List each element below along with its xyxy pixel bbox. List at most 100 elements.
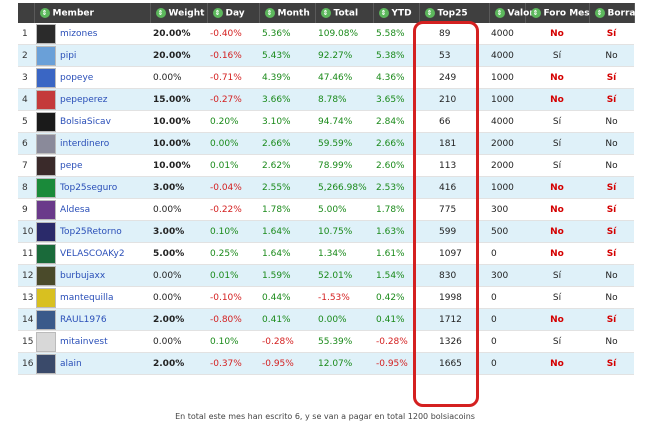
member-cell: Top25Retorno xyxy=(34,220,150,243)
month-cell: 0.44% xyxy=(259,286,315,309)
borrar-cell[interactable]: No xyxy=(589,132,634,155)
ytd-header[interactable]: ⇕ YTD xyxy=(373,3,420,23)
sort-icon: ⇕ xyxy=(530,7,541,18)
table-row: 14 RAUL1976 2.00% -0.80% 0.41% 0.00% 0.41% 1712… xyxy=(18,308,634,331)
sort-icon: ⇕ xyxy=(264,7,275,18)
total-cell: 59.59% xyxy=(315,132,373,155)
valor-cell: 4000 xyxy=(489,23,525,45)
day-cell: 0.01% xyxy=(207,154,259,177)
borrar-header[interactable]: ⇕ Borrar xyxy=(589,3,640,23)
borrar-cell[interactable]: No xyxy=(589,286,634,309)
borrar-cell[interactable]: Sí xyxy=(589,66,634,89)
member-cell: Top25seguro xyxy=(34,176,150,199)
top25-header[interactable]: ⇕ Top25 xyxy=(419,3,490,23)
month-cell: 0.41% xyxy=(259,308,315,331)
total-header[interactable]: ⇕ Total xyxy=(315,3,374,23)
sort-icon: ⇕ xyxy=(320,7,331,18)
foro-cell: Sí xyxy=(525,286,589,309)
member-link[interactable]: mizones xyxy=(60,28,98,39)
member-link[interactable]: pipi xyxy=(60,50,77,61)
member-link[interactable]: pepeperez xyxy=(60,94,108,105)
borrar-cell[interactable]: Sí xyxy=(589,220,634,243)
month-header[interactable]: ⇕ Month xyxy=(259,3,316,23)
ytd-cell: 4.36% xyxy=(373,66,419,89)
weight-cell: 2.00% xyxy=(150,308,207,331)
valor-header[interactable]: ⇕ Valor xyxy=(489,3,534,23)
member-link[interactable]: burbujaxx xyxy=(60,270,106,281)
month-cell: 1.64% xyxy=(259,242,315,265)
foro-cell: Sí xyxy=(525,44,589,67)
rank-cell: 4 xyxy=(18,88,34,111)
borrar-cell[interactable]: Sí xyxy=(589,352,634,375)
top25-cell: 89 xyxy=(419,23,489,45)
total-cell: 10.75% xyxy=(315,220,373,243)
borrar-cell[interactable]: No xyxy=(589,330,634,353)
valor-cell: 1000 xyxy=(489,66,525,89)
avatar-icon xyxy=(36,221,56,242)
foro-cell: No xyxy=(525,88,589,111)
borrar-cell[interactable]: Sí xyxy=(589,88,634,111)
day-cell: 0.00% xyxy=(207,132,259,155)
member-cell: RAUL1976 xyxy=(34,308,150,331)
top25-cell: 599 xyxy=(419,220,489,243)
member-link[interactable]: mitainvest xyxy=(60,336,108,347)
member-link[interactable]: Top25Retorno xyxy=(60,226,122,237)
member-link[interactable]: VELASCOAKy2 xyxy=(60,248,125,259)
avatar-icon xyxy=(36,67,56,88)
avatar-icon xyxy=(36,45,56,66)
borrar-cell[interactable]: Sí xyxy=(589,198,634,221)
borrar-cell[interactable]: No xyxy=(589,110,634,133)
member-link[interactable]: RAUL1976 xyxy=(60,314,107,325)
foro-cell: Sí xyxy=(525,110,589,133)
day-cell: -0.37% xyxy=(207,352,259,375)
member-link[interactable]: mantequilla xyxy=(60,292,114,303)
borrar-cell[interactable]: Sí xyxy=(589,308,634,331)
month-cell: 1.64% xyxy=(259,220,315,243)
table-row: 6 interdinero 10.00% 0.00% 2.66% 59.59% 2.66% 1… xyxy=(18,132,634,155)
top25-cell: 416 xyxy=(419,176,489,199)
valor-cell: 300 xyxy=(489,264,525,287)
weight-cell: 20.00% xyxy=(150,23,207,45)
rank-cell: 16 xyxy=(18,352,34,375)
top25-cell: 1097 xyxy=(419,242,489,265)
member-cell: popeye xyxy=(34,66,150,89)
member-link[interactable]: BolsiaSicav xyxy=(60,116,111,127)
foro-cell: No xyxy=(525,308,589,331)
table-row: 4 pepeperez 15.00% -0.27% 3.66% 8.78% 3.65% 210… xyxy=(18,88,634,111)
day-cell: 0.25% xyxy=(207,242,259,265)
top25-cell: 53 xyxy=(419,44,489,67)
top25-cell: 1998 xyxy=(419,286,489,309)
sort-icon: ⇕ xyxy=(424,7,435,18)
borrar-cell[interactable]: No xyxy=(589,154,634,177)
borrar-cell[interactable]: Sí xyxy=(589,176,634,199)
weight-header[interactable]: ⇕ Weight xyxy=(150,3,208,23)
member-link[interactable]: popeye xyxy=(60,72,94,83)
total-cell: 8.78% xyxy=(315,88,373,111)
sort-icon: ⇕ xyxy=(594,7,605,18)
member-cell: pepeperez xyxy=(34,88,150,111)
total-cell: 92.27% xyxy=(315,44,373,67)
ytd-cell: 3.65% xyxy=(373,88,419,111)
rank-cell: 1 xyxy=(18,23,34,45)
avatar-icon xyxy=(36,199,56,220)
day-cell: 0.10% xyxy=(207,220,259,243)
table-row: 16 alain 2.00% -0.37% -0.95% 12.07% -0.95% 1665… xyxy=(18,352,634,375)
weight-cell: 0.00% xyxy=(150,330,207,353)
foro-header[interactable]: ⇕ Foro Mes xyxy=(525,3,590,23)
member-link[interactable]: interdinero xyxy=(60,138,110,149)
member-link[interactable]: pepe xyxy=(60,160,83,171)
top25-cell: 249 xyxy=(419,66,489,89)
member-link[interactable]: Aldesa xyxy=(60,204,91,215)
month-cell: 2.66% xyxy=(259,132,315,155)
borrar-cell[interactable]: Sí xyxy=(589,242,634,265)
weight-cell: 0.00% xyxy=(150,286,207,309)
borrar-cell[interactable]: No xyxy=(589,44,634,67)
avatar-icon xyxy=(36,89,56,110)
member-header[interactable]: ⇕ Member xyxy=(34,3,151,23)
member-link[interactable]: Top25seguro xyxy=(60,182,118,193)
table-row: 1 mizones 20.00% -0.40% 5.36% 109.08% 5.58% 89 4… xyxy=(18,23,634,45)
borrar-cell[interactable]: No xyxy=(589,264,634,287)
member-link[interactable]: alain xyxy=(60,358,82,369)
borrar-cell[interactable]: Sí xyxy=(589,23,634,45)
day-header[interactable]: ⇕ Day xyxy=(207,3,260,23)
